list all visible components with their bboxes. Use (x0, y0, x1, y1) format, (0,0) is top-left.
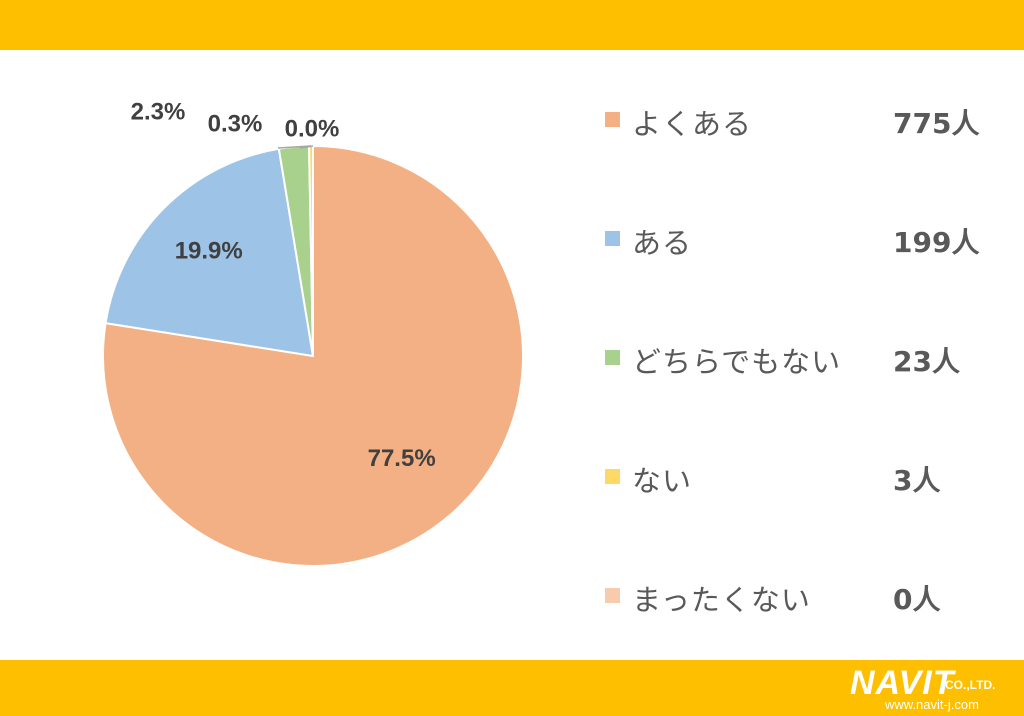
legend-swatch (605, 350, 620, 365)
pie-percent-label: 2.3% (131, 98, 186, 125)
legend-swatch (605, 588, 620, 603)
leader-line (299, 145, 314, 149)
pie-chart: 77.5% 19.9% 2.3% 0.3% 0.0% (102, 98, 524, 567)
legend-item-yokuaru: よくある 775人 (605, 98, 1005, 142)
pie-percent-label: 19.9% (175, 238, 243, 265)
logo-suffix: CO.,LTD. (945, 678, 996, 692)
legend-count: 23人 (893, 345, 960, 378)
legend-label: ある (632, 226, 693, 260)
pie-slice (104, 147, 315, 358)
legend-label: まったくない (632, 583, 811, 617)
legend-count: 3人 (893, 464, 941, 497)
legend-item-aru: ある 199人 (605, 217, 1005, 261)
pie-percent-label: 77.5% (368, 445, 436, 472)
leader-line (277, 145, 312, 149)
legend-count: 0人 (893, 583, 941, 616)
legend-item-mattakunai: まったくない 0人 (605, 574, 1005, 618)
pie-percent-label: 0.3% (208, 110, 263, 137)
logo-name: NAVIT (850, 664, 955, 702)
pie-percent-label: 0.0% (285, 115, 340, 142)
legend-swatch (605, 469, 620, 484)
legend-item-nai: ない 3人 (605, 455, 1005, 499)
top-banner (0, 0, 1024, 50)
legend-label: どちらでもない (632, 345, 842, 379)
legend-item-dochiratemonai: どちらでもない 23人 (605, 336, 1005, 380)
pie-slice (102, 144, 524, 567)
legend-label: よくある (632, 107, 753, 141)
bottom-banner (0, 660, 1024, 716)
navit-logo: NAVIT CO.,LTD. www.navit-j.com (850, 666, 1020, 712)
logo-url: www.navit-j.com (885, 697, 979, 712)
legend-label: ない (632, 464, 693, 498)
legend-swatch (605, 112, 620, 127)
legend-swatch (605, 231, 620, 246)
legend-count: 775人 (893, 107, 980, 140)
legend-count: 199人 (893, 226, 980, 259)
